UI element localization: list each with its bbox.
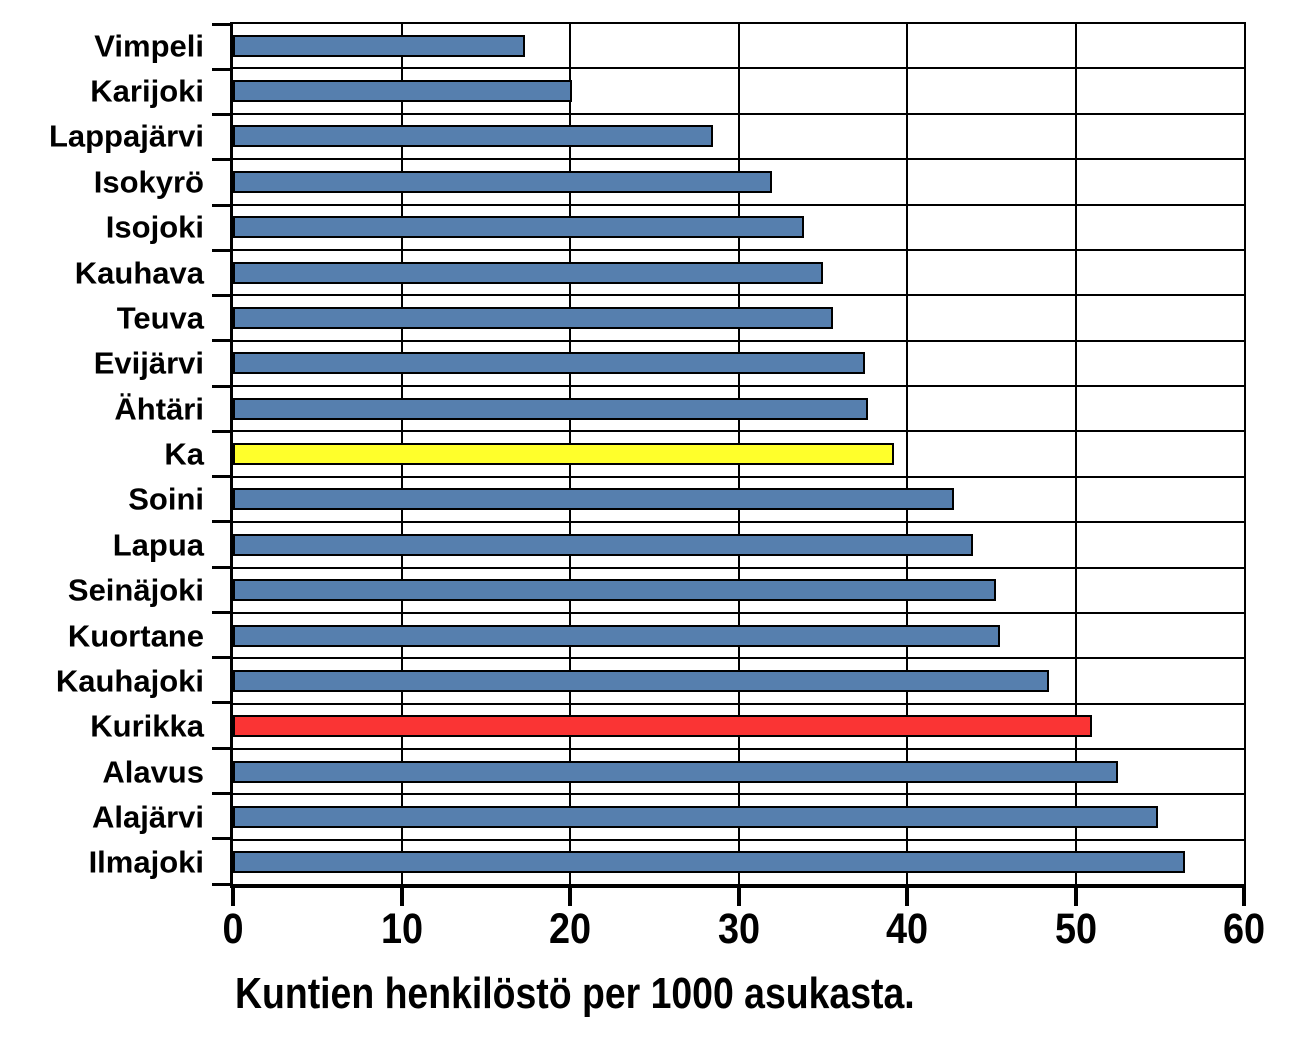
y-axis-tick bbox=[212, 610, 230, 614]
bar-row: Alavus bbox=[102, 748, 1244, 793]
x-axis-tick-40 bbox=[905, 888, 909, 906]
bar-row: Evijärvi bbox=[94, 339, 1244, 385]
category-label-isojoki: Isojoki bbox=[105, 209, 204, 245]
bar-kurikka bbox=[233, 715, 1093, 738]
category-label-kauhajoki: Kauhajoki bbox=[55, 663, 204, 699]
x-axis-label-30: 30 bbox=[717, 905, 760, 953]
bar-vimpeli bbox=[233, 34, 525, 57]
category-label-isokyrö: Isokyrö bbox=[93, 164, 204, 200]
y-axis-tick bbox=[212, 882, 230, 886]
bar-kuortane bbox=[233, 624, 1000, 647]
bar-row: Lapua bbox=[113, 521, 1244, 566]
bar-karijoki bbox=[233, 80, 572, 103]
y-axis-tick bbox=[212, 429, 230, 433]
y-axis-tick bbox=[212, 158, 230, 162]
bar-row: Seinäjoki bbox=[68, 566, 1244, 612]
bar-row: Soini bbox=[128, 475, 1244, 521]
bar-seinäjoki bbox=[233, 579, 997, 602]
bar-ka bbox=[233, 443, 894, 466]
bar-row: Kuortane bbox=[68, 611, 1244, 657]
bar-isojoki bbox=[233, 216, 805, 239]
bar-row: Vimpeli bbox=[94, 24, 1244, 67]
y-axis-tick bbox=[212, 837, 230, 841]
y-axis-tick bbox=[212, 339, 230, 343]
bar-row: Ähtäri bbox=[114, 385, 1244, 430]
category-label-alajärvi: Alajärvi bbox=[91, 799, 204, 835]
bar-row: Teuva bbox=[117, 294, 1244, 339]
x-axis-title: Kuntien henkilöstö per 1000 asukasta. bbox=[235, 969, 915, 1018]
y-axis-tick bbox=[212, 701, 230, 705]
bar-kauhajoki bbox=[233, 669, 1049, 692]
x-axis-label-20: 20 bbox=[548, 905, 592, 953]
y-axis-tick bbox=[212, 746, 230, 750]
y-axis-tick bbox=[212, 384, 230, 388]
category-label-kauhava: Kauhava bbox=[74, 255, 204, 291]
bar-teuva bbox=[233, 306, 833, 329]
gridline-x-50 bbox=[1074, 24, 1077, 884]
plot-area: Vimpeli Karijoki Lappajärvi Isokyrö Isojoki K… bbox=[49, 22, 1265, 1016]
bar-row: Kauhava bbox=[75, 248, 1244, 294]
category-label-kurikka: Kurikka bbox=[90, 708, 204, 744]
gridline-x-40 bbox=[906, 24, 908, 884]
bar-row: Karijoki bbox=[90, 67, 1244, 112]
bar-isokyrö bbox=[233, 170, 773, 193]
x-axis-label-60: 60 bbox=[1222, 905, 1266, 953]
y-axis-tick bbox=[212, 656, 230, 660]
bar-row: Isojoki bbox=[106, 203, 1244, 249]
category-label-karijoki: Karijoki bbox=[90, 73, 204, 109]
x-axis-tick-0 bbox=[231, 888, 235, 906]
bar-rows: Vimpeli Karijoki Lappajärvi Isokyrö Isojoki K… bbox=[49, 24, 1244, 884]
x-axis-tick-60 bbox=[1242, 888, 1246, 906]
x-axis-label-10: 10 bbox=[380, 905, 423, 953]
bar-soini bbox=[233, 488, 955, 511]
y-axis-tick bbox=[212, 113, 230, 117]
category-label-kuortane: Kuortane bbox=[67, 618, 204, 654]
bar-row: Kurikka bbox=[90, 702, 1244, 748]
category-label-evijärvi: Evijärvi bbox=[93, 345, 204, 381]
category-label-ähtäri: Ähtäri bbox=[114, 391, 204, 427]
bar-row: Kauhajoki bbox=[56, 657, 1244, 702]
category-label-soini: Soini bbox=[128, 481, 204, 517]
y-axis-tick bbox=[212, 565, 230, 569]
y-axis-tick bbox=[212, 791, 230, 795]
bar-row: Ka bbox=[164, 430, 1244, 475]
x-axis-label-0: 0 bbox=[222, 905, 244, 953]
category-label-alavus: Alavus bbox=[102, 754, 204, 790]
y-axis-tick bbox=[212, 67, 230, 71]
bar-evijärvi bbox=[233, 352, 865, 375]
x-axis-tick-30 bbox=[736, 888, 741, 906]
bar-kauhava bbox=[233, 261, 823, 284]
bar-alavus bbox=[233, 760, 1118, 783]
y-axis-tick bbox=[212, 203, 230, 207]
bar-lappajärvi bbox=[233, 125, 714, 148]
bar-lapua bbox=[233, 533, 973, 556]
category-label-vimpeli: Vimpeli bbox=[94, 28, 204, 64]
y-axis-tick bbox=[212, 520, 230, 524]
bar-row: Alajärvi bbox=[92, 793, 1244, 838]
bar-row: Isokyrö bbox=[94, 158, 1244, 203]
y-axis-tick bbox=[212, 294, 230, 298]
y-axis-tick bbox=[212, 22, 230, 26]
category-label-ilmajoki: Ilmajoki bbox=[88, 844, 204, 880]
bar-row: Ilmajoki bbox=[89, 838, 1244, 884]
y-axis-tick bbox=[212, 475, 230, 479]
x-axis-tick-10 bbox=[399, 888, 404, 906]
bar-ilmajoki bbox=[233, 851, 1186, 874]
category-label-ka: Ka bbox=[164, 436, 204, 472]
x-axis-label-40: 40 bbox=[885, 905, 929, 953]
x-axis-label-50: 50 bbox=[1054, 905, 1097, 953]
bar-alajärvi bbox=[233, 806, 1159, 829]
y-axis-tick bbox=[212, 248, 230, 252]
category-label-teuva: Teuva bbox=[116, 300, 204, 336]
x-axis-tick-20 bbox=[568, 888, 572, 906]
x-axis-tick-50 bbox=[1073, 888, 1078, 906]
category-label-seinäjoki: Seinäjoki bbox=[67, 572, 204, 608]
category-label-lapua: Lapua bbox=[112, 527, 204, 563]
bar-ähtäri bbox=[233, 397, 869, 420]
bar-row: Lappajärvi bbox=[49, 112, 1244, 158]
category-label-lappajärvi: Lappajärvi bbox=[48, 118, 204, 154]
